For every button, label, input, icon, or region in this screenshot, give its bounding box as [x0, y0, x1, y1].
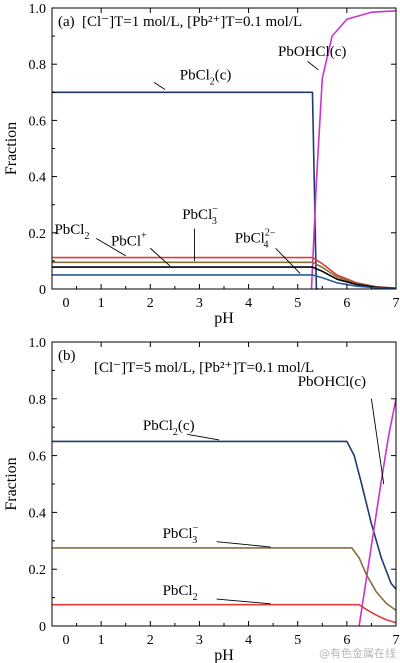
panel-b: 0 1 2 3 4 5 6 7 0 0.2 0.4 0.6 0.8 1.0 pH Fraction (b) [Cl… — [3, 336, 400, 663]
y-tick-label: 0 — [39, 283, 46, 298]
x-axis-title: pH — [214, 310, 234, 327]
panel-label: (a) — [58, 14, 75, 30]
y-tick-label: 0.6 — [29, 450, 47, 465]
x-tick-label: 4 — [245, 296, 252, 311]
series-line-pbohcl-c- — [310, 10, 397, 290]
conditions-label: [Cl⁻]T=5 mol/L, [Pb²⁺]T=0.1 mol/L — [94, 360, 314, 376]
series-annotation: PbCl− 3 — [182, 204, 218, 227]
x-tick-label: 0 — [63, 296, 70, 311]
series-annotation: PbOHCl(c) — [298, 374, 366, 390]
y-axis-title: Fraction — [3, 122, 20, 175]
series-annotation: PbOHCl(c) — [278, 44, 346, 60]
series-line-pbcl2-c- — [52, 440, 397, 590]
x-axis-title: pH — [214, 647, 234, 663]
conditions-label: [Cl⁻]T=1 mol/L, [Pb²⁺]T=0.1 mol/L — [82, 14, 302, 30]
series-line-pbohcl-c- — [358, 398, 397, 627]
series-line-pbcl3- — [52, 547, 397, 612]
annotation-leader — [370, 398, 385, 485]
series-line-pbcl4-2- — [52, 274, 397, 290]
y-tick-label: 0.4 — [29, 171, 47, 186]
y-tick-label: 0.2 — [29, 563, 47, 578]
x-tick-label: 5 — [294, 633, 301, 648]
y-tick-label: 0.8 — [29, 58, 47, 73]
annotation-leader — [153, 82, 166, 90]
series-annotation: PbCl2(c) — [180, 68, 232, 88]
series-annotation: PbCl2 — [163, 583, 198, 603]
panel-label: (b) — [58, 348, 76, 364]
x-tick-label: 5 — [294, 296, 301, 311]
x-tick-label: 7 — [393, 296, 400, 311]
annotation-leader — [275, 247, 301, 274]
x-tick-label: 0 — [63, 633, 70, 648]
annotation-leader — [216, 598, 271, 605]
y-tick-label: 1.0 — [29, 2, 47, 17]
x-tick-label: 3 — [196, 633, 203, 648]
x-tick-label: 2 — [147, 296, 154, 311]
x-tick-label: 1 — [98, 633, 105, 648]
annotation-leader — [149, 247, 171, 267]
series-line-pbcl2 — [52, 603, 397, 624]
y-axis-title: Fraction — [3, 457, 20, 510]
x-tick-label: 4 — [245, 633, 252, 648]
y-tick-label: 0.4 — [29, 506, 47, 521]
y-tick-label: 0.8 — [29, 393, 47, 408]
series-annotation: PbCl2− 4 — [235, 228, 276, 251]
annotation-leader — [307, 61, 319, 71]
series-annotation: PbCl2(c) — [143, 418, 195, 438]
x-tick-label: 7 — [393, 633, 400, 648]
y-tick-label: 0 — [39, 620, 46, 635]
watermark-text: @有色金属在线 — [319, 646, 396, 660]
x-tick-label: 2 — [147, 633, 154, 648]
series-line-pbcl2-c- — [52, 91, 319, 290]
annotation-leader — [187, 433, 220, 441]
series-annotation: PbCl− 3 — [163, 523, 199, 546]
series-annotation: PbCl2 — [54, 222, 89, 242]
y-tick-label: 1.0 — [29, 336, 47, 351]
x-tick-label: 6 — [343, 633, 350, 648]
y-tick-label: 0.6 — [29, 114, 47, 129]
panel-a: 0 1 2 3 4 5 6 7 0 0.2 0.4 0.6 0.8 1.0 pH Fraction (a) [Cl… — [3, 2, 400, 327]
x-tick-label: 1 — [98, 296, 105, 311]
series-annotation: PbCl+ — [111, 230, 147, 249]
y-tick-label: 0.2 — [29, 227, 47, 242]
annotation-leader — [95, 238, 126, 257]
x-tick-label: 6 — [343, 296, 350, 311]
annotation-leader — [216, 541, 271, 548]
x-tick-label: 3 — [196, 296, 203, 311]
